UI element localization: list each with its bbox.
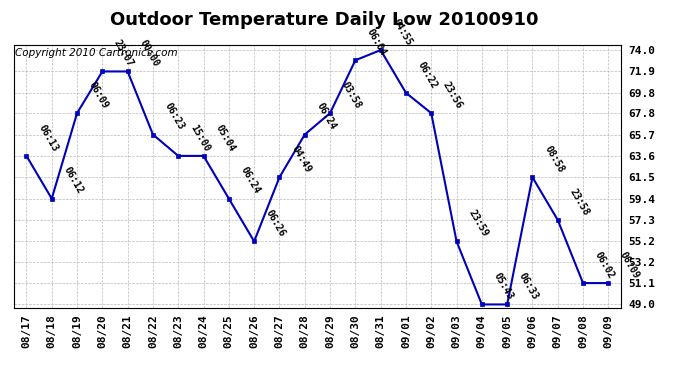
Text: 04:55: 04:55 [391, 17, 414, 47]
Text: Outdoor Temperature Daily Low 20100910: Outdoor Temperature Daily Low 20100910 [110, 11, 539, 29]
Text: 23:56: 23:56 [441, 80, 464, 110]
Text: 06:04: 06:04 [365, 27, 388, 57]
Text: 00:00: 00:00 [137, 38, 161, 69]
Text: 06:24: 06:24 [239, 165, 262, 196]
Text: 06:22: 06:22 [415, 60, 439, 90]
Text: 06:24: 06:24 [315, 101, 338, 132]
Text: 06:13: 06:13 [36, 123, 59, 153]
Text: 06:12: 06:12 [61, 165, 85, 196]
Text: Copyright 2010 Cartronics.com: Copyright 2010 Cartronics.com [15, 48, 177, 58]
Text: 06:02: 06:02 [593, 250, 616, 280]
Text: 06:23: 06:23 [163, 101, 186, 132]
Text: 08:58: 08:58 [542, 144, 566, 174]
Text: 23:59: 23:59 [466, 208, 490, 238]
Text: 23:58: 23:58 [567, 187, 591, 217]
Text: 05:04: 05:04 [213, 123, 237, 153]
Text: 06:33: 06:33 [517, 271, 540, 302]
Text: 23:07: 23:07 [112, 38, 135, 69]
Text: 06:09: 06:09 [87, 80, 110, 110]
Text: 05:43: 05:43 [491, 271, 515, 302]
Text: 04:49: 04:49 [289, 144, 313, 174]
Text: 06:09: 06:09 [618, 250, 642, 280]
Text: 15:00: 15:00 [188, 123, 211, 153]
Text: 03:58: 03:58 [339, 80, 363, 110]
Text: 06:26: 06:26 [264, 208, 287, 238]
